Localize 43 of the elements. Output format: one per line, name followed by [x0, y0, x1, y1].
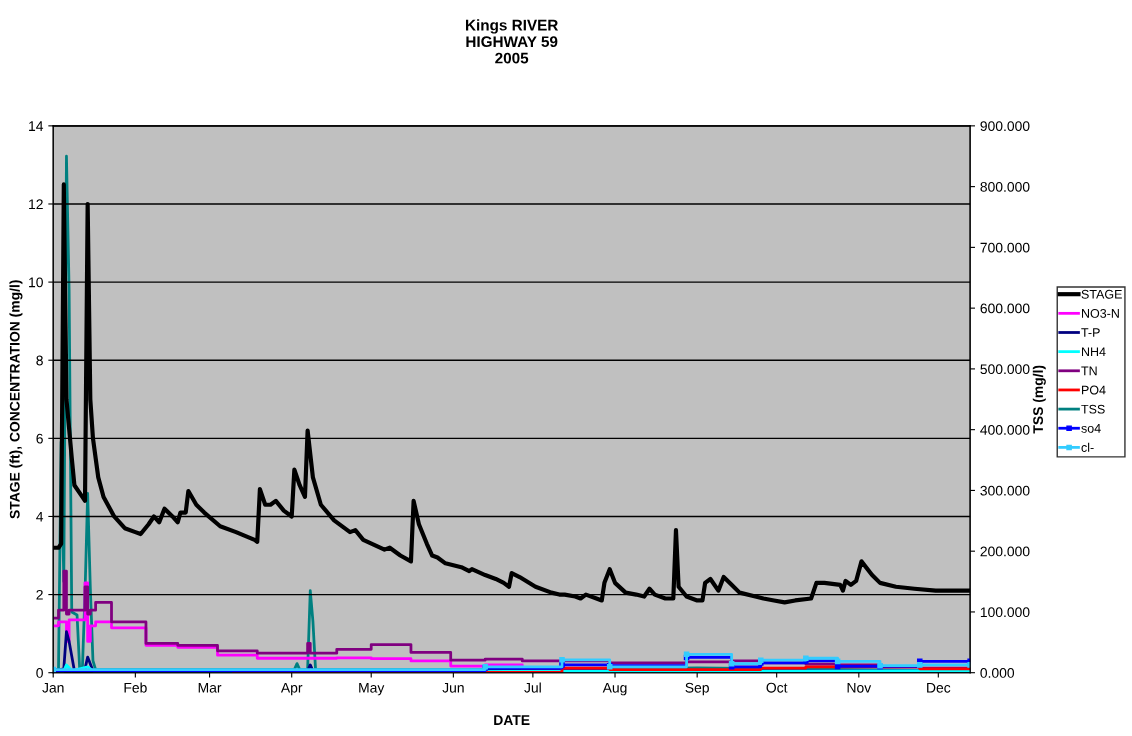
legend-label: NO3-N — [1082, 308, 1119, 318]
y2-axis-title: TSS (mg/l) — [1032, 365, 1046, 434]
legend-label: STAGE — [1081, 289, 1122, 299]
legend-label: cl- — [1081, 442, 1094, 452]
y-tick-label: 0 — [36, 668, 43, 678]
y-tick-label: 2 — [36, 589, 43, 600]
legend-label: NH4 — [1082, 347, 1106, 357]
y2-tick-label: 100.000 — [980, 607, 1030, 618]
x-tick-label: Apr — [280, 682, 303, 696]
y2-tick-label: 700.000 — [980, 242, 1030, 253]
x-tick-label: May — [359, 682, 385, 696]
x-tick-label: Jun — [442, 682, 464, 693]
legend-label: so4 — [1081, 424, 1101, 433]
x-tick-label: Jan — [42, 682, 64, 693]
y-axis-title: STAGE (ft), CONCENTRATION (mg/l) — [9, 280, 23, 519]
x-axis-title: DATE — [494, 715, 530, 725]
x-tick-label: Aug — [602, 682, 627, 696]
y2-tick-label: 0.000 — [980, 668, 1015, 678]
y-tick-label: 8 — [36, 355, 43, 366]
legend-label: PO4 — [1082, 385, 1106, 395]
x-tick-label: Dec — [927, 682, 951, 693]
legend-label: TN — [1081, 366, 1097, 376]
y2-tick-label: 400.000 — [980, 424, 1030, 435]
y-tick-label: 4 — [36, 511, 44, 522]
y2-tick-label: 800.000 — [980, 181, 1030, 192]
chart-title: Kings RIVER HIGHWAY 59 2005 — [466, 19, 559, 64]
x-tick-label: Oct — [766, 682, 788, 693]
x-tick-label: Sep — [685, 682, 709, 696]
y-tick-label: 6 — [36, 433, 43, 444]
legend-label: T-P — [1081, 328, 1100, 337]
y-tick-label: 10 — [29, 277, 43, 288]
y-tick-label: 12 — [29, 199, 43, 210]
x-tick-label: Mar — [198, 682, 222, 693]
y2-tick-label: 600.000 — [980, 303, 1030, 314]
y2-tick-label: 900.000 — [980, 121, 1030, 132]
y2-tick-label: 500.000 — [980, 364, 1030, 375]
legend-label: TSS — [1081, 404, 1105, 414]
x-tick-label: Nov — [847, 682, 872, 693]
y2-tick-label: 300.000 — [980, 485, 1030, 496]
y-tick-label: 14 — [29, 121, 44, 131]
y2-tick-label: 200.000 — [980, 546, 1030, 557]
x-tick-label: Jul — [524, 682, 541, 693]
x-tick-label: Feb — [124, 682, 147, 693]
